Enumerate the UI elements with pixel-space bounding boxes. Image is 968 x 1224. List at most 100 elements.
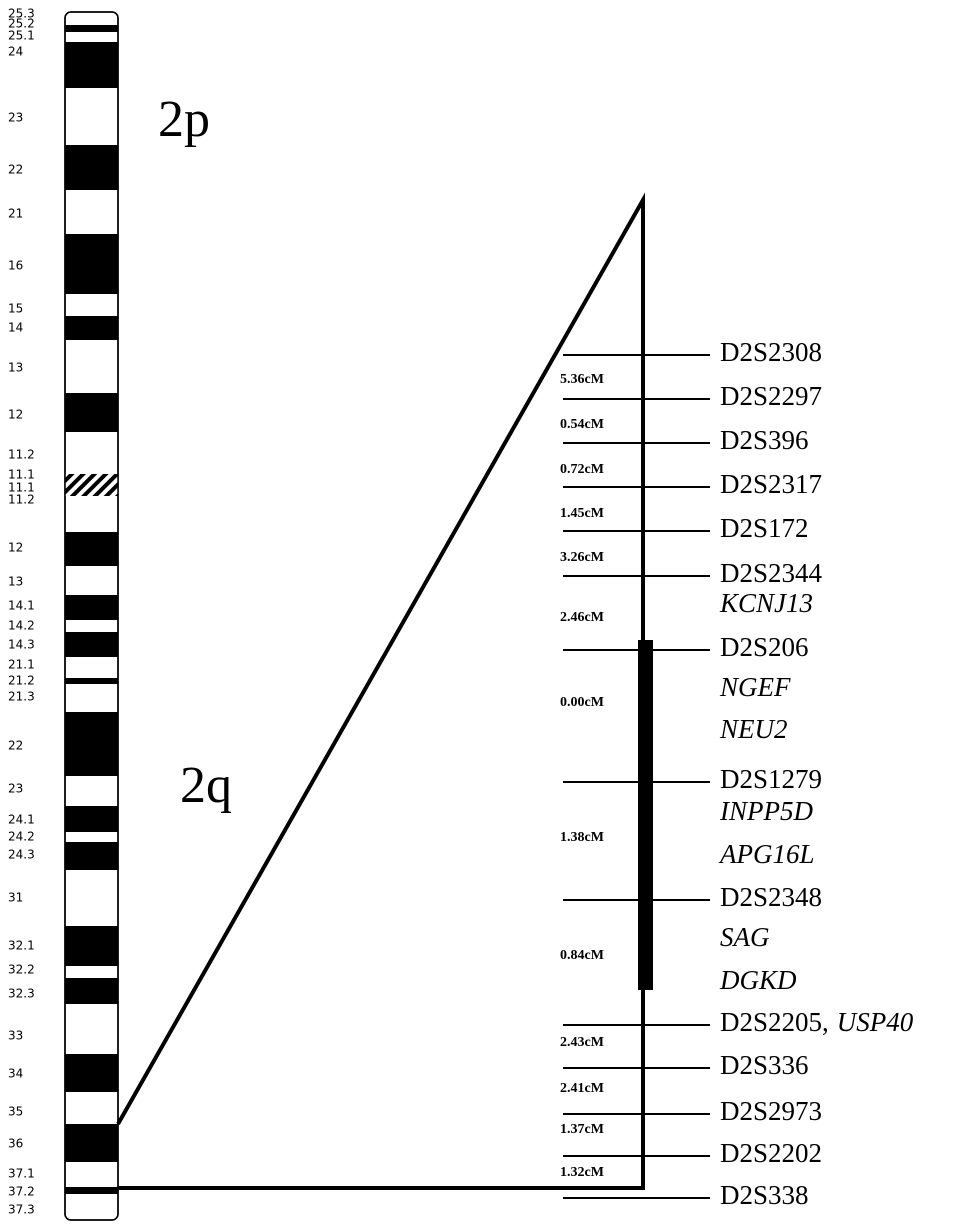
gene-name: INPP5D — [719, 796, 813, 826]
dark-band — [65, 1054, 118, 1092]
dark-band — [65, 926, 118, 966]
band-label: 23 — [8, 782, 23, 796]
marker-label: D2S2317 — [720, 469, 822, 499]
band-label: 24.1 — [8, 813, 35, 827]
arm-label: 2p — [158, 91, 210, 148]
distance-label: 1.32cM — [560, 1165, 604, 1180]
marker-name: D2S336 — [720, 1050, 809, 1080]
distance-label: 5.36cM — [560, 372, 604, 387]
critical-region — [638, 640, 653, 990]
band-label: 24.3 — [8, 848, 35, 862]
marker-label: D2S2297 — [720, 381, 822, 411]
distance-label: 0.72cM — [560, 462, 604, 477]
marker-name: D2S2348 — [720, 882, 822, 912]
band-label: 37.3 — [8, 1203, 35, 1217]
marker-name: D2S396 — [720, 425, 809, 455]
band-label: 13 — [8, 361, 23, 375]
distance-label: 2.43cM — [560, 1035, 604, 1050]
diagram: 2p 2q 25.325.225.124232221161514131211.2… — [0, 0, 968, 1224]
centromere — [65, 474, 118, 496]
distance-label: 0.54cM — [560, 417, 604, 432]
marker-label: KCNJ13 — [719, 588, 813, 618]
dark-band — [65, 393, 118, 432]
band-label: 21 — [8, 207, 23, 221]
marker-label: D2S1279 — [720, 764, 822, 794]
band-label: 34 — [8, 1067, 23, 1081]
dark-band — [65, 806, 118, 832]
marker-label: APG16L — [718, 839, 815, 869]
band-label: 32.2 — [8, 963, 35, 977]
distance-label: 1.37cM — [560, 1122, 604, 1137]
marker-label: D2S2344 — [720, 558, 823, 588]
dark-band — [65, 595, 118, 620]
marker-name: D2S2202 — [720, 1138, 822, 1168]
distance-label: 1.45cM — [560, 506, 604, 521]
marker-label: D2S338 — [720, 1180, 809, 1210]
distance-label: 1.38cM — [560, 830, 604, 845]
gene-name: KCNJ13 — [719, 588, 813, 618]
marker-label: INPP5D — [719, 796, 813, 826]
band-label: 36 — [8, 1137, 23, 1151]
distance-label: 2.41cM — [560, 1081, 604, 1096]
band-label: 12 — [8, 408, 23, 422]
marker-name: D2S172 — [720, 513, 809, 543]
gene-name: NGEF — [719, 672, 791, 702]
marker-label: D2S2202 — [720, 1138, 822, 1168]
band-label: 22 — [8, 739, 23, 753]
distance-label: 2.46cM — [560, 610, 604, 625]
band-label: 32.1 — [8, 939, 35, 953]
marker-name: D2S2297 — [720, 381, 822, 411]
marker-name: D2S338 — [720, 1180, 809, 1210]
dark-band — [65, 678, 118, 684]
marker-name: D2S2317 — [720, 469, 822, 499]
marker-label: D2S206 — [720, 632, 809, 662]
band-label: 37.1 — [8, 1167, 35, 1181]
dark-band — [65, 234, 118, 294]
marker-label: D2S396 — [720, 425, 809, 455]
dark-band — [65, 978, 118, 1004]
band-label: 23 — [8, 111, 23, 125]
dark-band — [65, 1187, 118, 1194]
marker-name: D2S1279 — [720, 764, 822, 794]
dark-band — [65, 42, 118, 88]
band-label: 14 — [8, 321, 23, 335]
marker-label: NEU2 — [719, 714, 788, 744]
gene-name: SAG — [720, 922, 770, 952]
band-label: 32.3 — [8, 987, 35, 1001]
band-label: 15 — [8, 302, 23, 316]
band-label: 14.2 — [8, 619, 35, 633]
dark-band — [65, 145, 118, 190]
band-label: 24.2 — [8, 830, 35, 844]
marker-label: D2S2205,USP40 — [720, 1007, 914, 1037]
marker-label: D2S172 — [720, 513, 809, 543]
band-label: 12 — [8, 541, 23, 555]
band-label: 11.2 — [8, 448, 35, 462]
band-label: 21.1 — [8, 658, 35, 672]
distance-label: 3.26cM — [560, 550, 604, 565]
marker-name: D2S2308 — [720, 337, 822, 367]
band-label: 13 — [8, 575, 23, 589]
band-label: 11.2 — [8, 493, 35, 507]
band-label: 21.2 — [8, 674, 35, 688]
marker-label: NGEF — [719, 672, 791, 702]
band-label: 37.2 — [8, 1185, 35, 1199]
dark-band — [65, 532, 118, 566]
band-label: 33 — [8, 1029, 23, 1043]
gene-name: APG16L — [718, 839, 815, 869]
gene-name: NEU2 — [719, 714, 788, 744]
marker-name: D2S2205, — [720, 1007, 829, 1037]
band-label: 22 — [8, 163, 23, 177]
marker-label: D2S2973 — [720, 1096, 822, 1126]
distance-label: 0.00cM — [560, 695, 604, 710]
dark-band — [65, 1124, 118, 1162]
dark-band — [65, 712, 118, 776]
band-label: 25.1 — [8, 29, 35, 43]
dark-band — [65, 632, 118, 657]
band-label: 11.1 — [8, 468, 35, 482]
gene-name: DGKD — [719, 965, 797, 995]
dark-band — [65, 842, 118, 870]
band-label: 24 — [8, 45, 23, 59]
band-label: 16 — [8, 259, 23, 273]
dark-band — [65, 316, 118, 340]
band-label: 14.3 — [8, 638, 35, 652]
